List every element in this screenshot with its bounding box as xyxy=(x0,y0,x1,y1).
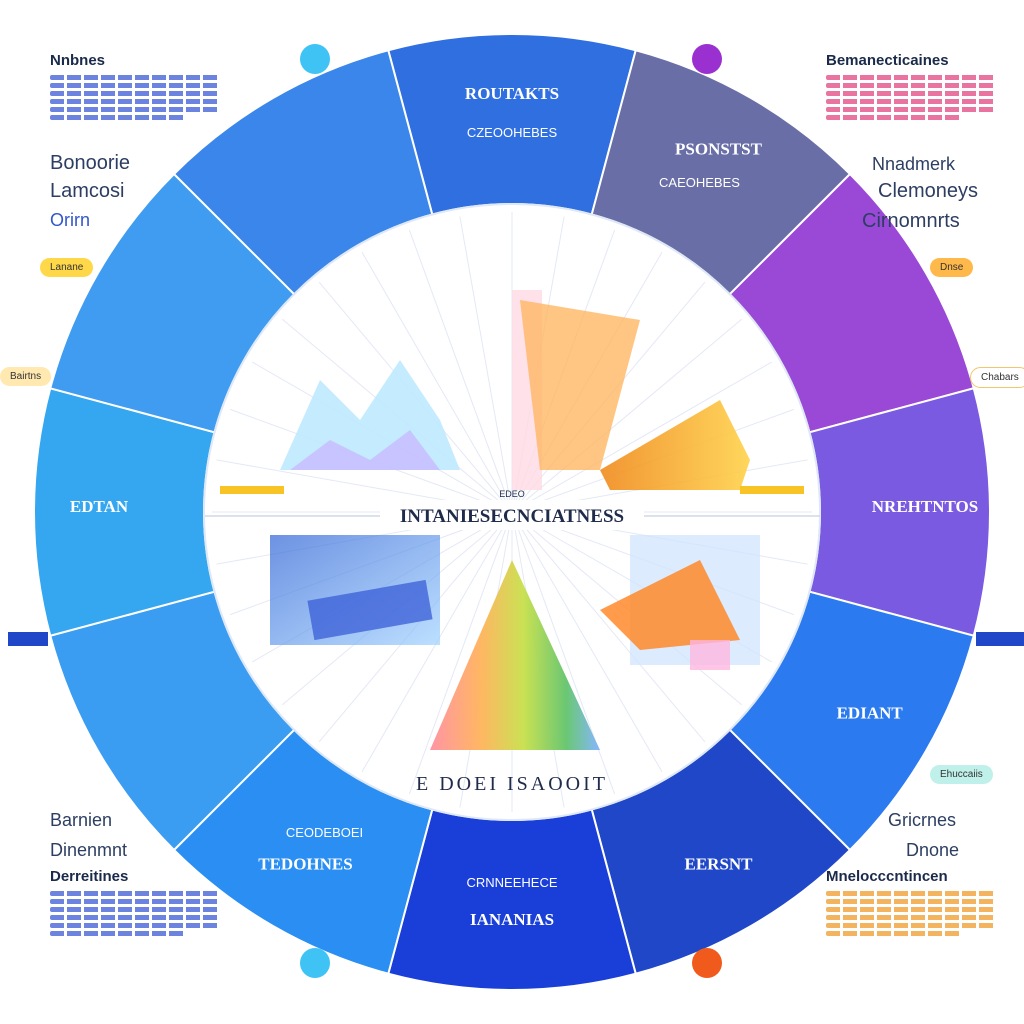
upper-center-chart xyxy=(512,290,640,490)
upper-left-chart xyxy=(220,360,460,494)
corner-text-lines xyxy=(50,75,220,120)
segment-label: ROUTAKTS xyxy=(465,84,559,103)
spoke-line xyxy=(511,318,743,513)
bottom-arc-text: E DOEI ISAOOIT xyxy=(416,773,608,795)
corner-bottom-left: Derreitines xyxy=(50,868,220,939)
corner-top-left: Nnbnes xyxy=(50,52,220,123)
center-title: INTANIESECNCIATNESS xyxy=(400,506,624,527)
corner-text-lines xyxy=(826,75,996,120)
spoke-line xyxy=(511,511,663,773)
pill-left-upper: Lanane xyxy=(40,258,94,277)
segment-sublabel: CZEOOHEBES xyxy=(467,125,558,140)
spoke-line xyxy=(511,361,773,513)
corner-title: Mnelocccntincen xyxy=(826,868,948,885)
corner-top-right-line-1: Nnadmerk xyxy=(872,154,956,174)
dot-bottom-right xyxy=(692,948,722,978)
lower-right-chart xyxy=(600,535,760,670)
corner-text-lines xyxy=(826,891,996,936)
pill-right-upper: Dnse xyxy=(930,258,974,277)
corner-bottom-left-line-2: Dinenmnt xyxy=(50,840,128,860)
pill-right-lower: Ehuccaiis xyxy=(930,765,993,784)
center-badge: EDEO xyxy=(499,489,525,499)
segment-label: TEDOHNES xyxy=(258,855,352,874)
outer-ring xyxy=(33,33,992,992)
inner-disc-edge xyxy=(203,203,821,821)
left-flag xyxy=(8,632,48,646)
corner-text-lines xyxy=(50,891,220,936)
upper-right-chart xyxy=(600,400,804,494)
corner-bottom-right-line-2: Dnone xyxy=(906,840,960,860)
spoke-line xyxy=(511,511,706,743)
segment-label: EDTAN xyxy=(70,497,129,516)
lower-left-chart xyxy=(270,535,440,645)
corner-top-right-line-3: Cirnomnrts xyxy=(862,210,960,232)
corner-title: Bemanecticaines xyxy=(826,52,949,69)
dot-top-right xyxy=(692,44,722,74)
spoke-line xyxy=(408,229,513,513)
dot-bottom-left xyxy=(300,948,330,978)
corner-top-left-line-2: Lamcosi xyxy=(50,180,125,202)
segment-sublabel: CRNNEEHECE xyxy=(466,875,557,890)
spoke-line xyxy=(361,251,513,513)
corner-top-right: Bemanecticaines xyxy=(826,52,996,123)
segment-label: EERSNT xyxy=(684,855,753,874)
segment-labels: ROUTAKTS CZEOOHEBES PSONSTST CAEOHEBES NREHT… xyxy=(70,84,978,929)
segment-label: PSONSTST xyxy=(675,139,763,158)
corner-top-right-line-2: Clemoneys xyxy=(878,180,979,202)
segment-label: EDIANT xyxy=(837,704,904,723)
corner-bottom-left-line-1: Barnien xyxy=(50,810,113,830)
corner-bottom-right: Mnelocccntincen xyxy=(826,868,996,939)
corner-top-left-line-3: Orirn xyxy=(50,210,90,230)
center-title-box xyxy=(380,500,644,530)
corner-title: Nnbnes xyxy=(50,52,106,69)
corner-top-left-line-1: Bonoorie xyxy=(50,152,131,174)
right-flag xyxy=(976,632,1024,646)
segment-label: NREHTNTOS xyxy=(872,497,978,516)
dot-top-left xyxy=(300,44,330,74)
segment-label: IANANIAS xyxy=(470,910,554,929)
pill-left-mid: Bairtns xyxy=(0,367,52,386)
spoke-line xyxy=(459,216,513,513)
segment-sublabel: CEODEBOEI xyxy=(286,825,363,840)
segment-sublabel: CAEOHEBES xyxy=(659,175,740,190)
spoke-line xyxy=(408,511,513,795)
pill-right-mid: Chabars xyxy=(970,367,1024,388)
corner-bottom-right-line-1: Gricrnes xyxy=(888,810,957,830)
corner-title: Derreitines xyxy=(50,868,129,885)
lower-center-chart xyxy=(430,560,600,750)
